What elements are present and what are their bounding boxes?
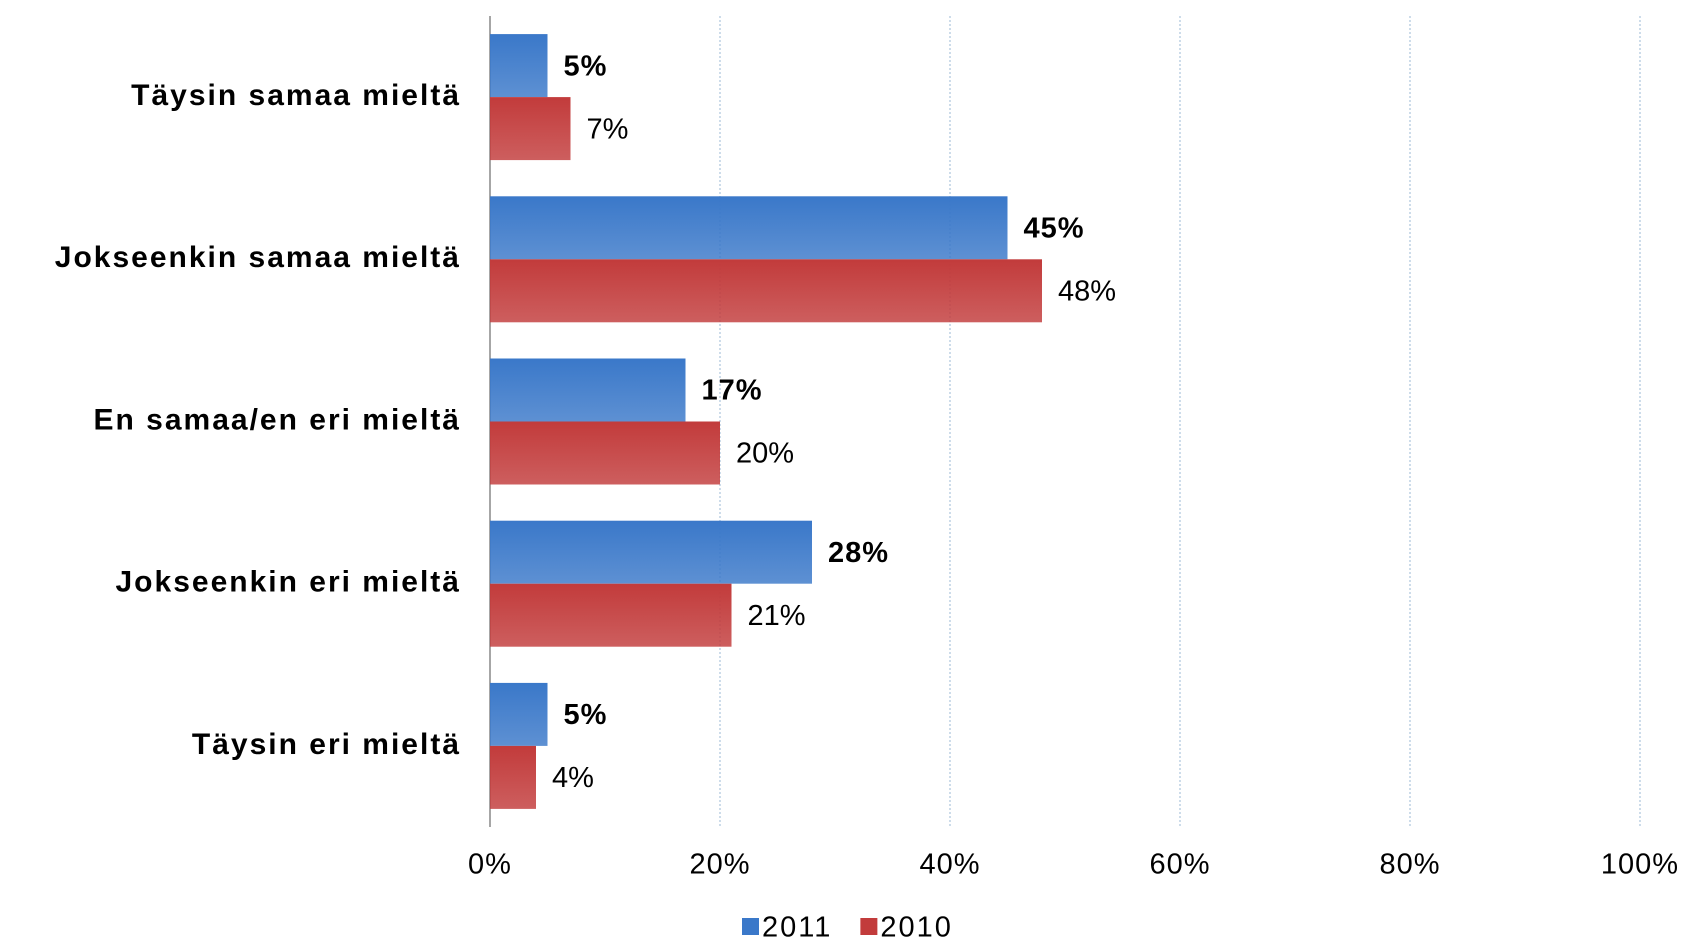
bar [490,34,548,98]
value-label: 45% [1024,212,1085,244]
y-tick-label: En samaa/en eri mieltä [94,403,462,436]
x-tick-label: 60% [1149,849,1210,881]
value-label: 5% [564,50,608,82]
x-tick-label: 80% [1379,849,1440,881]
value-label: 21% [748,600,806,632]
value-label: 7% [587,113,629,145]
value-label: 20% [736,438,794,470]
legend-swatch [860,918,878,935]
y-tick-label: Jokseenkin samaa mieltä [55,241,461,274]
value-label: 28% [828,537,889,569]
bar [490,520,812,584]
x-tick-label: 20% [689,849,750,881]
bar [490,259,1042,323]
value-label: 5% [564,699,608,731]
bar [490,583,732,647]
value-label: 48% [1058,275,1116,307]
y-tick-label: Täysin eri mieltä [192,728,461,761]
bar [490,196,1008,260]
y-tick-label: Täysin samaa mieltä [131,79,461,112]
bar [490,421,720,485]
bar [490,358,686,422]
x-tick-label: 40% [919,849,980,881]
value-label: 4% [552,762,594,794]
bar [490,745,536,809]
value-label: 17% [702,375,763,407]
bar [490,682,548,746]
legend-label: 2010 [880,912,953,943]
y-tick-label: Jokseenkin eri mieltä [116,566,462,599]
legend-swatch [742,918,759,935]
bar [490,97,571,161]
x-tick-label: 0% [468,849,512,881]
legend-label: 2011 [762,912,832,943]
x-tick-label: 100% [1601,849,1679,881]
